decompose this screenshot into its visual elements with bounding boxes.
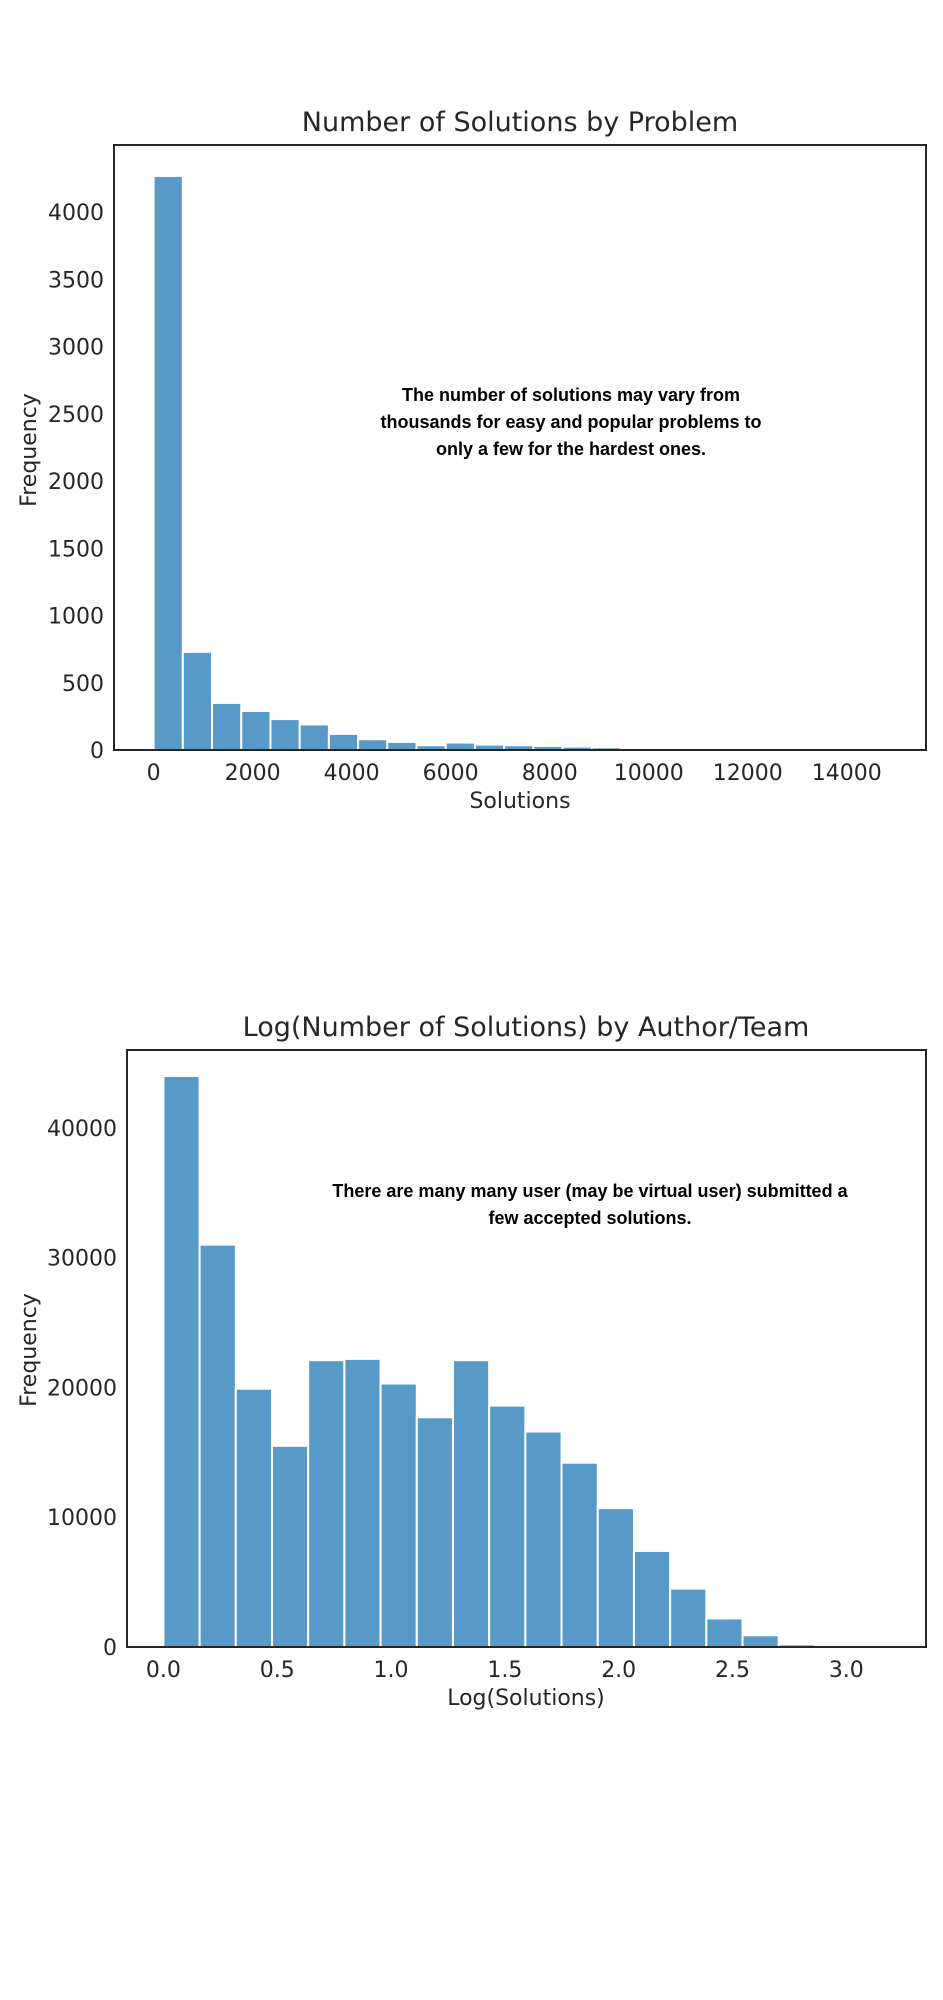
- chart-1-x-axis-label: Solutions: [469, 789, 570, 814]
- chart-2-bar: [596, 1507, 635, 1648]
- chart-1-y-tick-label: 500: [62, 672, 104, 697]
- chart-2-bars: [162, 1074, 925, 1649]
- chart-2-annotation-line-1: There are many many user (may be virtual…: [332, 1181, 848, 1201]
- chart-1-y-tick-label: 3500: [48, 268, 104, 293]
- chart-2-y-tick-label: 40000: [47, 1117, 117, 1142]
- chart-2-y-tick-label: 0: [103, 1636, 117, 1661]
- chart-2-x-tick-label: 1.5: [487, 1658, 522, 1683]
- chart-1-y-tick-label: 2500: [48, 403, 104, 428]
- chart-1-title: Number of Solutions by Problem: [302, 107, 738, 138]
- chart-1-x-tick-label: 2000: [225, 761, 281, 786]
- chart-2-title: Log(Number of Solutions) by Author/Team: [243, 1012, 810, 1043]
- chart-1-x-tick-label: 10000: [614, 761, 684, 786]
- chart-1-x-tick-label: 6000: [423, 761, 479, 786]
- chart-1-x-ticks: 0 2000 4000 6000 8000 10000 12000 14000: [147, 761, 882, 786]
- chart-2-x-tick-label: 3.0: [829, 1658, 864, 1683]
- chart-2-x-tick-label: 0.5: [260, 1658, 295, 1683]
- chart-2-bar: [705, 1617, 744, 1649]
- chart-2-bar: [669, 1587, 708, 1648]
- chart-2-bar: [379, 1382, 418, 1648]
- chart-2-x-tick-label: 1.0: [374, 1658, 409, 1683]
- chart-1-x-tick-label: 4000: [324, 761, 380, 786]
- chart-1-annotation-line-1: The number of solutions may vary from: [402, 385, 740, 405]
- chart-2-y-tick-label: 30000: [47, 1247, 117, 1272]
- chart-1-y-ticks: 0 500 1000 1500 2000 2500 3000 3500 4000: [48, 201, 104, 764]
- chart-1-x-tick-label: 0: [147, 761, 161, 786]
- chart-1-bar: [357, 738, 389, 752]
- chart-1-bar: [386, 740, 418, 752]
- chart-1-annotation-line-3: only a few for the hardest ones.: [436, 439, 706, 459]
- chart-2-x-tick-label: 2.0: [601, 1658, 636, 1683]
- chart-2-bar: [307, 1359, 346, 1648]
- chart-1-bar: [240, 710, 272, 751]
- chart-2-x-ticks: 0.0 0.5 1.0 1.5 2.0 2.5 3.0: [146, 1658, 864, 1683]
- chart-1-annotation-line-2: thousands for easy and popular problems …: [380, 412, 761, 432]
- chart-2-x-tick-label: 2.5: [715, 1658, 750, 1683]
- chart-2-bar: [524, 1430, 563, 1649]
- chart-2-bar: [451, 1359, 491, 1648]
- chart-1-plot-frame: [113, 144, 927, 751]
- chart-1-y-tick-label: 1000: [48, 605, 104, 630]
- chart-2-y-tick-label: 10000: [47, 1506, 117, 1531]
- chart-2: Log(Number of Solutions) by Author/Team …: [17, 1012, 927, 1711]
- chart-1-x-tick-label: 12000: [713, 761, 783, 786]
- chart-2-bar: [415, 1416, 454, 1648]
- chart-2-bar: [271, 1444, 310, 1648]
- chart-1-bar: [181, 650, 214, 751]
- chart-2-bar: [488, 1404, 527, 1649]
- chart-2-bar: [162, 1074, 201, 1648]
- chart-2-bar: [198, 1243, 237, 1649]
- chart-1-y-axis-label: Frequency: [17, 393, 42, 507]
- chart-2-y-axis-label: Frequency: [17, 1293, 42, 1407]
- chart-1-bar: [211, 701, 243, 752]
- chart-2-y-ticks: 0 10000 20000 30000 40000: [47, 1117, 117, 1661]
- chart-1-y-tick-label: 0: [90, 739, 104, 764]
- chart-1-x-tick-label: 8000: [522, 761, 578, 786]
- chart-2-bar: [234, 1387, 274, 1649]
- chart-2-annotation-line-2: few accepted solutions.: [488, 1208, 691, 1228]
- chart-2-x-tick-label: 0.0: [146, 1658, 181, 1683]
- chart-1-bar: [269, 718, 301, 751]
- chart-2-bar: [560, 1461, 599, 1649]
- chart-1-y-tick-label: 2000: [48, 470, 104, 495]
- chart-1: Number of Solutions by Problem 0 2000 4000…: [17, 107, 927, 814]
- chart-2-x-axis-label: Log(Solutions): [447, 1686, 605, 1711]
- chart-2-plot-frame: [126, 1049, 927, 1648]
- chart-2-bar: [632, 1549, 672, 1648]
- chart-2-y-tick-label: 20000: [47, 1376, 117, 1401]
- chart-1-bar: [327, 732, 360, 751]
- chart-1-y-tick-label: 3000: [48, 336, 104, 361]
- chart-2-bar: [343, 1357, 382, 1648]
- chart-1-y-tick-label: 4000: [48, 201, 104, 226]
- chart-1-bar: [152, 174, 184, 751]
- chart-1-bar: [298, 723, 330, 752]
- chart-1-bar: [444, 741, 476, 751]
- chart-1-bars: [152, 174, 885, 752]
- chart-2-bar: [741, 1634, 780, 1649]
- chart-1-x-tick-label: 14000: [812, 761, 882, 786]
- chart-1-y-tick-label: 1500: [48, 537, 104, 562]
